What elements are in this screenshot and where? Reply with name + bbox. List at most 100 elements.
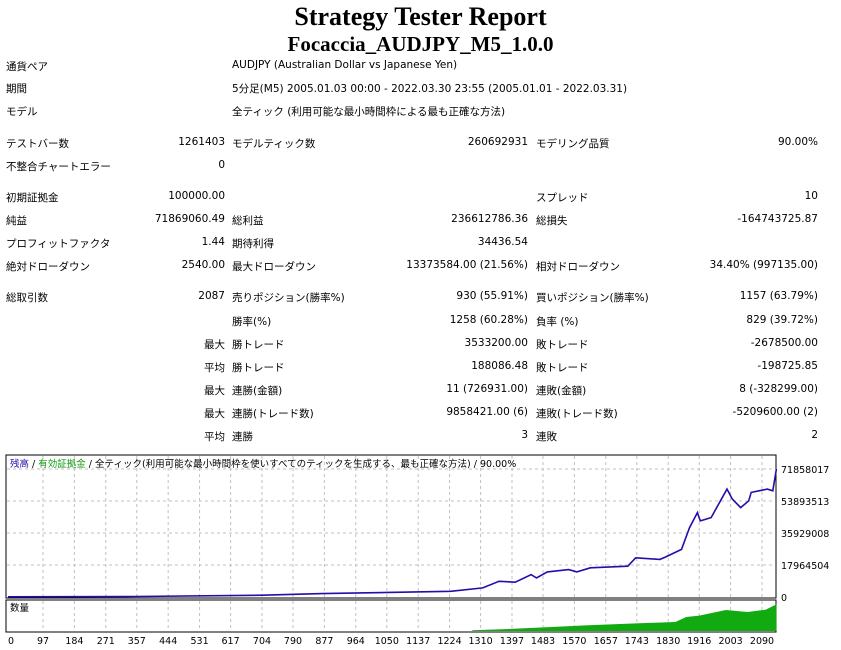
report-row: プロフィットファクタ 1.44 期待利得 34436.54 xyxy=(0,236,841,256)
balance-chart: 残高 / 有効証拠金 / 全ティック(利用可能な最小時間枠を使いすべてのティック… xyxy=(5,454,829,647)
legend-sep: / xyxy=(471,459,480,470)
report-row: 初期証拠金 100000.00 スプレッド 10 xyxy=(0,190,841,210)
report-subtitle: Focaccia_AUDJPY_M5_1.0.0 xyxy=(287,32,554,56)
field-label: 売りポジション(勝率%) xyxy=(232,292,345,304)
legend-quality: 90.00% xyxy=(480,459,516,470)
field-label: 純益 xyxy=(6,215,27,227)
x-tick-label: 357 xyxy=(128,636,146,647)
x-tick-label: 184 xyxy=(65,636,83,647)
x-tick-label: 1050 xyxy=(375,636,399,647)
field-label: 不整合チャートエラー xyxy=(6,161,111,173)
field-label: 全ティック (利用可能な最小時間枠による最も正確な方法) xyxy=(232,106,506,118)
field-label: 勝率(%) xyxy=(232,316,272,328)
x-tick-label: 2003 xyxy=(719,636,743,647)
field-value: 100000.00 xyxy=(168,190,225,202)
report-row: 純益 71869060.49 総利益 236612786.36 総損失 -16474372… xyxy=(0,213,841,233)
field-label: 買いポジション(勝率%) xyxy=(536,292,649,304)
x-tick-label: 444 xyxy=(159,636,177,647)
field-value: 236612786.36 xyxy=(451,213,528,225)
legend-sep: / xyxy=(29,459,38,470)
field-label: 期待利得 xyxy=(232,238,274,250)
field-value: 最大 xyxy=(204,385,225,397)
field-label: 連勝(金額) xyxy=(232,385,283,397)
field-label: 連敗(金額) xyxy=(536,385,587,397)
field-value: 188086.48 xyxy=(471,360,528,372)
field-value: 71869060.49 xyxy=(154,213,225,225)
report-row: 最大 勝トレード 3533200.00 敗トレード -2678500.00 xyxy=(0,337,841,357)
field-label: 最大ドローダウン xyxy=(232,261,316,273)
field-label: モデリング品質 xyxy=(536,138,610,150)
field-label: 敗トレード xyxy=(536,339,589,351)
field-label: プロフィットファクタ xyxy=(6,238,111,250)
field-label: AUDJPY (Australian Dollar vs Japanese Ye… xyxy=(232,59,458,71)
x-tick-label: 790 xyxy=(284,636,302,647)
field-value: 平均 xyxy=(204,431,225,443)
equity-pane xyxy=(5,454,777,599)
field-value: 829 (39.72%) xyxy=(746,314,818,326)
field-label: 総利益 xyxy=(232,215,264,227)
field-label: 初期証拠金 xyxy=(6,192,59,204)
report-row: モデル 全ティック (利用可能な最小時間枠による最も正確な方法) xyxy=(0,104,841,124)
field-label: 負率 (%) xyxy=(536,316,579,328)
x-tick-label: 531 xyxy=(190,636,208,647)
field-value: 0 xyxy=(218,159,225,171)
x-tick-label: 1743 xyxy=(625,636,649,647)
x-tick-label: 97 xyxy=(37,636,49,647)
legend-sep: / xyxy=(86,459,95,470)
field-value: -198725.85 xyxy=(757,360,818,372)
field-value: 2540.00 xyxy=(181,259,225,271)
report-row: 最大 連勝(金額) 11 (726931.00) 連敗(金額) 8 (-328299.0… xyxy=(0,383,841,403)
field-label: 総取引数 xyxy=(6,292,48,304)
volume-label: 数量 xyxy=(10,602,30,614)
volume-area xyxy=(472,604,777,631)
report-row: 平均 連勝 3 連敗 2 xyxy=(0,429,841,449)
x-tick-label: 877 xyxy=(315,636,333,647)
field-value: 1258 (60.28%) xyxy=(449,314,528,326)
field-label: 連敗(トレード数) xyxy=(536,408,618,420)
x-tick-label: 1224 xyxy=(437,636,461,647)
field-value: -5209600.00 (2) xyxy=(732,406,818,418)
field-value: 2087 xyxy=(198,290,225,302)
x-tick-label: 2090 xyxy=(750,636,774,647)
field-value: 平均 xyxy=(204,362,225,374)
field-label: スプレッド xyxy=(536,192,589,204)
field-label: 総損失 xyxy=(536,215,568,227)
field-label: モデル xyxy=(6,106,38,118)
x-tick-label: 1397 xyxy=(500,636,524,647)
field-value: 1261403 xyxy=(178,136,225,148)
y-tick-label: 71858017 xyxy=(781,465,829,476)
field-value: 34.40% (997135.00) xyxy=(709,259,818,271)
field-label: 勝トレード xyxy=(232,362,285,374)
x-tick-label: 1916 xyxy=(687,636,711,647)
y-tick-label: 17964504 xyxy=(781,561,829,572)
x-tick-label: 1137 xyxy=(406,636,430,647)
field-label: 勝トレード xyxy=(232,339,285,351)
y-tick-label: 0 xyxy=(781,593,787,604)
field-value: 930 (55.91%) xyxy=(456,290,528,302)
x-tick-label: 0 xyxy=(8,636,14,647)
field-label: 連勝 xyxy=(232,431,253,443)
field-value: 3533200.00 xyxy=(464,337,528,349)
field-label: 相対ドローダウン xyxy=(536,261,620,273)
x-tick-label: 271 xyxy=(97,636,115,647)
report-row: 通貨ペア AUDJPY (Australian Dollar vs Japanes… xyxy=(0,59,841,79)
x-tick-label: 1310 xyxy=(469,636,493,647)
field-value: 最大 xyxy=(204,339,225,351)
report-row: 期間 5分足(M5) 2005.01.03 00:00 - 2022.03.30 … xyxy=(0,81,841,101)
field-label: モデルティック数 xyxy=(232,138,316,150)
field-value: 1.44 xyxy=(201,236,225,248)
report-title: Strategy Tester Report xyxy=(294,2,547,31)
field-label: テストバー数 xyxy=(6,138,69,150)
x-tick-label: 1830 xyxy=(656,636,680,647)
field-label: 連敗 xyxy=(536,431,557,443)
field-value: 13373584.00 (21.56%) xyxy=(406,259,528,271)
field-value: 34436.54 xyxy=(477,236,528,248)
field-value: -2678500.00 xyxy=(750,337,818,349)
report-row: 絶対ドローダウン 2540.00 最大ドローダウン 13373584.00 (21.5… xyxy=(0,259,841,279)
field-value: 90.00% xyxy=(777,136,818,148)
field-label: 敗トレード xyxy=(536,362,589,374)
legend-balance: 残高 xyxy=(10,458,29,470)
field-label: 5分足(M5) 2005.01.03 00:00 - 2022.03.30 23… xyxy=(232,83,628,95)
field-value: 11 (726931.00) xyxy=(446,383,528,395)
field-value: 10 xyxy=(804,190,818,202)
